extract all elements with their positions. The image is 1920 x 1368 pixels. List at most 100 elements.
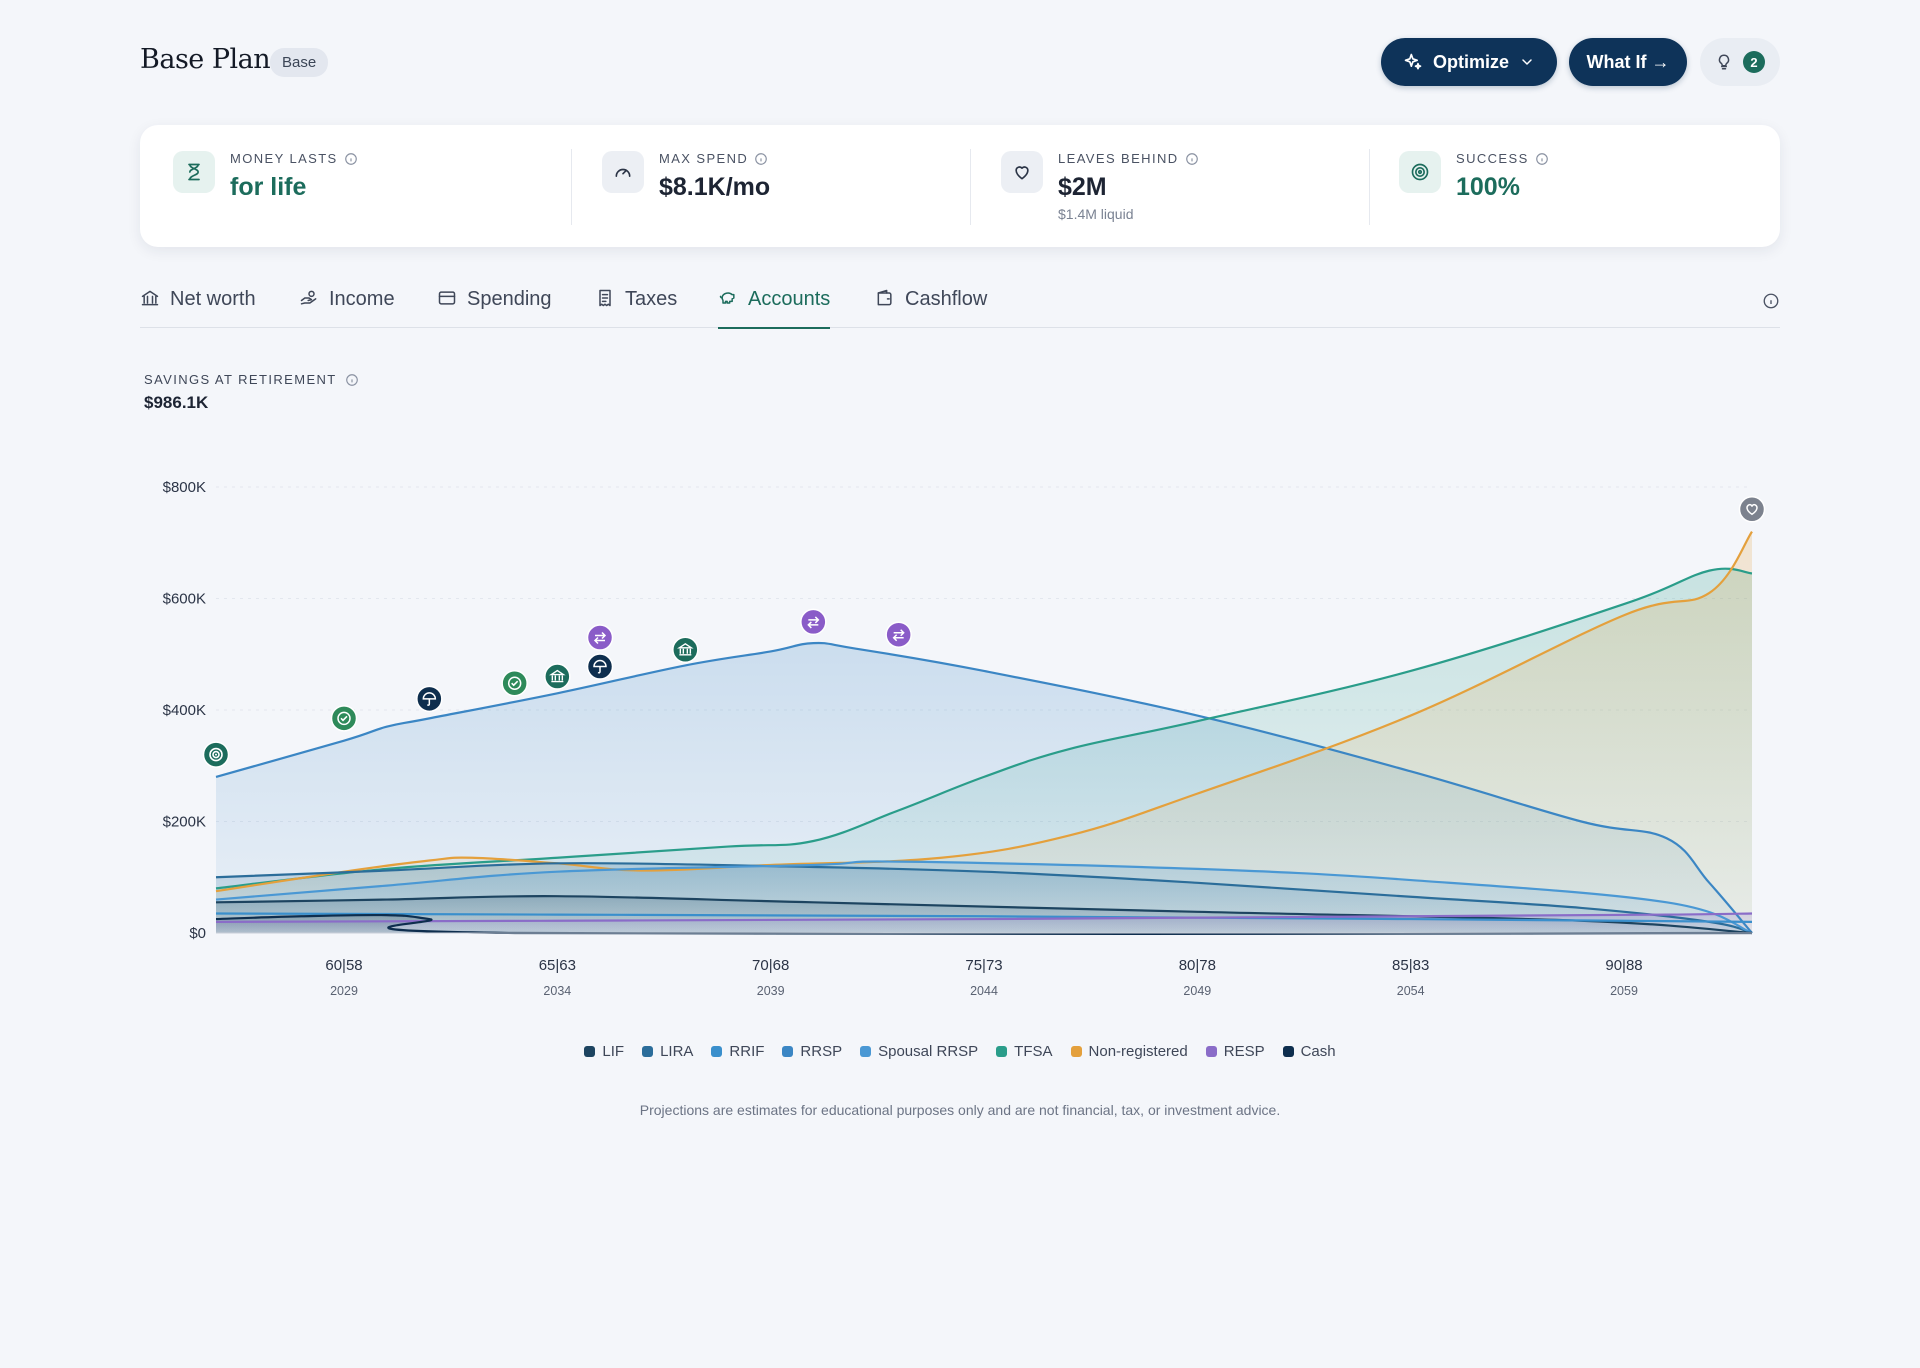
series-line-resp [215, 912, 1753, 923]
legend-item-lif[interactable]: LIF [584, 1043, 624, 1060]
check-icon[interactable] [330, 705, 358, 732]
info-icon[interactable] [1535, 152, 1549, 166]
what-if-label: What If → [1586, 51, 1670, 72]
target-icon[interactable] [202, 741, 230, 768]
legend-swatch [860, 1046, 872, 1057]
tab-spending[interactable]: Spending [437, 288, 552, 328]
info-icon[interactable] [1762, 292, 1780, 310]
check-icon[interactable] [501, 669, 528, 697]
series-line-rrsp [215, 641, 1753, 934]
legend-label: LIF [602, 1043, 625, 1060]
x-tick-year-label: 2039 [757, 984, 785, 998]
hourglass-icon [173, 151, 215, 193]
transfer-icon[interactable] [800, 608, 827, 636]
bank-icon [141, 290, 159, 306]
tab-taxes[interactable]: Taxes [595, 288, 677, 328]
legend-label: RRSP [800, 1043, 843, 1060]
legend-label: Non-registered [1088, 1043, 1188, 1060]
ideas-button[interactable]: 2 [1700, 38, 1780, 86]
credit-card-icon [438, 291, 456, 305]
legend-label: RRIF [729, 1043, 765, 1060]
metric-label: LEAVES BEHIND [1058, 151, 1179, 166]
heart-icon[interactable] [1738, 496, 1766, 523]
optimize-label: Optimize [1432, 51, 1509, 72]
receipt-icon [599, 289, 611, 307]
series-area-cash [216, 915, 1752, 935]
legend-item-lira[interactable]: LIRA [642, 1043, 693, 1060]
info-icon[interactable] [1185, 152, 1199, 166]
legend-item-tfsa[interactable]: TFSA [996, 1043, 1053, 1060]
legend-swatch [584, 1046, 596, 1057]
legend-item-non-registered[interactable]: Non-registered [1070, 1043, 1188, 1060]
y-tick-label: $0 [189, 925, 206, 942]
metric-divider [571, 149, 572, 225]
legend-item-spousal-rrsp[interactable]: Spousal RRSP [860, 1043, 978, 1060]
metrics-card: MONEY LASTS for life MAX SPEND $8.1K/mo … [140, 125, 1780, 247]
legend-swatch [1282, 1046, 1294, 1057]
metric-divider [1369, 149, 1370, 225]
x-tick-year-label: 2034 [543, 984, 571, 998]
legend-label: TFSA [1014, 1043, 1053, 1060]
info-icon[interactable] [754, 152, 768, 166]
x-tick-age-label: 75|73 [965, 957, 1002, 974]
tab-cashflow[interactable]: Cashflow [875, 288, 987, 328]
metric-value: for life [230, 173, 307, 201]
legend-swatch [782, 1046, 794, 1057]
chevron-down-icon [1522, 59, 1532, 65]
legend-label: Cash [1300, 1043, 1336, 1060]
what-if-button[interactable]: What If → [1569, 38, 1687, 86]
metric-divider [970, 149, 971, 225]
lightbulb-icon [1718, 54, 1730, 70]
chart-legend: LIF LIRA RRIF RRSP Spousal RRSP TFSA Non-regis… [0, 1043, 1920, 1060]
tab-label: Taxes [625, 288, 678, 310]
metric-sub: $1.4M liquid [1058, 206, 1134, 222]
transfer-icon[interactable] [885, 621, 912, 648]
umbrella-icon[interactable] [586, 653, 614, 680]
gauge-icon [602, 151, 644, 193]
plan-header: Base Plan Base Optimize What If → 2 [140, 38, 1780, 88]
tab-label: Spending [467, 288, 552, 310]
bank-icon[interactable] [672, 636, 699, 664]
y-tick-label: $200K [163, 814, 206, 831]
umbrella-icon[interactable] [416, 685, 443, 713]
info-icon[interactable] [344, 152, 358, 166]
transfer-icon[interactable] [586, 624, 614, 651]
info-icon[interactable] [345, 373, 359, 387]
tab-label: Net worth [170, 288, 256, 310]
metric-label: MONEY LASTS [230, 151, 338, 166]
tab-income[interactable]: Income [299, 288, 395, 328]
x-tick-year-label: 2049 [1183, 984, 1211, 998]
x-tick-year-label: 2054 [1397, 984, 1425, 998]
metric-label: SUCCESS [1456, 151, 1529, 166]
x-tick-age-label: 65|63 [539, 957, 576, 974]
legend-item-rrsp[interactable]: RRSP [782, 1043, 842, 1060]
piggy-bank-icon [719, 292, 735, 304]
series-fills [216, 531, 1752, 935]
legend-label: LIRA [660, 1043, 694, 1060]
wallet-icon [877, 289, 892, 306]
optimize-button[interactable]: Optimize [1381, 38, 1557, 86]
x-tick-age-label: 70|68 [752, 957, 789, 974]
tab-net-worth[interactable]: Net worth [140, 288, 256, 328]
tab-label: Accounts [748, 288, 831, 310]
event-markers [202, 496, 1766, 768]
plan-title: Base Plan [140, 44, 271, 75]
x-tick-age-label: 85|83 [1392, 957, 1429, 974]
legend-item-resp[interactable]: RESP [1205, 1043, 1265, 1060]
savings-at-retirement-label: SAVINGS AT RETIREMENT [144, 372, 359, 387]
y-tick-label: $800K [163, 479, 206, 496]
tab-accounts[interactable]: Accounts [718, 288, 831, 329]
bank-icon[interactable] [544, 663, 571, 690]
legend-item-rrif[interactable]: RRIF [711, 1043, 764, 1060]
disclaimer: Projections are estimates for educationa… [639, 1102, 1281, 1118]
series-line-rrif [215, 912, 1753, 923]
metric-value: 100% [1456, 173, 1520, 201]
series-line-cash [215, 913, 1753, 936]
metric-label: MAX SPEND [659, 151, 749, 166]
series-line-spousal-rrsp [215, 860, 1753, 935]
legend-label: RESP [1223, 1043, 1265, 1060]
x-tick-year-label: 2059 [1610, 984, 1638, 998]
series-area-non-registered [216, 531, 1752, 933]
y-tick-label: $600K [163, 591, 206, 608]
legend-item-cash[interactable]: Cash [1282, 1043, 1336, 1060]
